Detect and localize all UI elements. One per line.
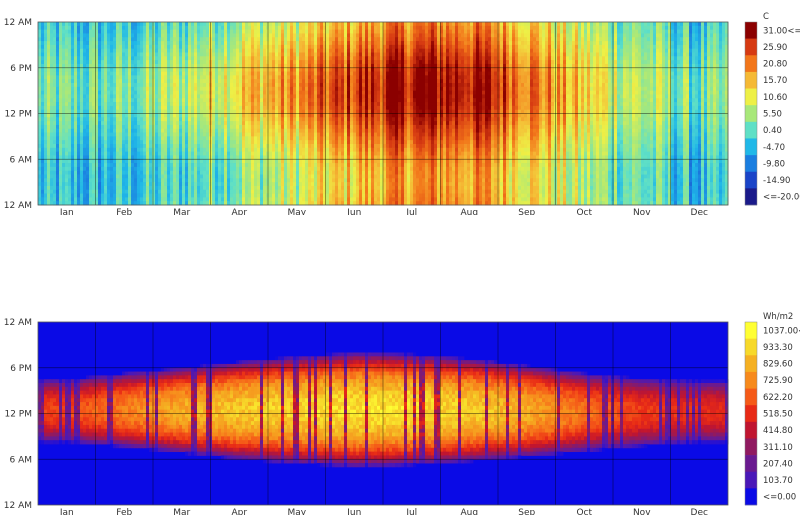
x-tick-label: Jun: [346, 208, 361, 215]
legend-label: <=0.00: [763, 493, 796, 503]
radiation-heatmap-panel: 12 AM 6 PM 12 PM 6 AM 12 AM Jan Feb Mar Apr May Ju…: [0, 300, 800, 518]
y-tick-label: 12 PM: [4, 410, 32, 420]
grid-lines: [38, 22, 728, 205]
legend-label: 10.60: [763, 93, 787, 103]
legend-swatch: [745, 22, 757, 39]
legend-swatch: [745, 388, 757, 406]
legend-swatch: [745, 322, 757, 339]
legend-label: -9.80: [763, 159, 785, 169]
x-tick-label: Jan: [59, 208, 74, 215]
x-tick-label: Dec: [691, 508, 708, 515]
legend-label: 103.70: [763, 476, 793, 486]
x-tick-label: Mar: [173, 508, 190, 515]
grid-lines: [38, 322, 728, 505]
x-tick-label: May: [287, 508, 306, 515]
legend-label: -4.70: [763, 143, 785, 153]
legend-swatch: [745, 71, 757, 89]
heatmap-cells: [38, 352, 729, 468]
x-tick-label: Sep: [518, 508, 535, 515]
legend-label: -14.90: [763, 176, 790, 186]
legend-swatch: [745, 338, 757, 356]
legend-swatch: [745, 471, 757, 489]
legend-label: 20.80: [763, 60, 787, 70]
x-tick-label: Feb: [116, 208, 132, 215]
legend-label: 829.60: [763, 360, 793, 370]
x-tick-label: Jan: [59, 508, 74, 515]
y-tick-label: 12 AM: [4, 318, 32, 328]
x-tick-label: Feb: [116, 508, 132, 515]
y-tick-label: 12 AM: [4, 18, 32, 28]
legend-label: 1037.00<=: [763, 326, 800, 336]
heatmap-cells: [38, 22, 729, 206]
legend-swatch: [745, 88, 757, 106]
legend-label: 933.30: [763, 343, 793, 353]
legend-swatch: [745, 438, 757, 456]
legend-label: 311.10: [763, 443, 793, 453]
x-tick-label: Jul: [405, 208, 417, 215]
y-tick-label: 12 AM: [4, 501, 32, 511]
legend-swatch: [745, 371, 757, 389]
legend-label: 207.40: [763, 459, 793, 469]
legend-swatch: [745, 121, 757, 139]
x-tick-label: Nov: [633, 508, 651, 515]
radiation-heatmap: 12 AM 6 PM 12 PM 6 AM 12 AM Jan Feb Mar Apr May Ju…: [4, 312, 800, 518]
x-tick-label: Apr: [231, 208, 247, 215]
color-legend: C 31.00<= 25.90 20.80 15.70 10.60 5.50 0.40 -4.7…: [744, 12, 800, 206]
legend-label: 0.40: [763, 126, 782, 136]
y-tick-label: 6 AM: [9, 155, 32, 165]
x-tick-label: Jul: [405, 508, 417, 515]
x-tick-label: Apr: [231, 508, 247, 515]
legend-swatch: [745, 455, 757, 473]
legend-swatch: [745, 38, 757, 56]
x-tick-label: Oct: [576, 208, 592, 215]
legend-swatch: [745, 171, 757, 189]
legend-label: 622.20: [763, 393, 793, 403]
color-legend: Wh/m2 1037.00<= 933.30 829.60 725.90 622.20 51…: [744, 312, 800, 506]
y-tick-label: 12 PM: [4, 110, 32, 120]
x-tick-label: Oct: [576, 508, 592, 515]
legend-swatch: [745, 488, 757, 506]
legend-swatch: [745, 355, 757, 373]
temperature-heatmap: 12 AM 6 PM 12 PM 6 AM 12 AM Jan Feb Mar Apr May Ju…: [4, 12, 800, 218]
legend-unit: Wh/m2: [763, 312, 793, 322]
x-tick-label: May: [287, 208, 306, 215]
x-tick-label: Jun: [346, 508, 361, 515]
legend-swatch: [745, 405, 757, 423]
legend-swatch: [745, 188, 757, 206]
y-tick-label: 6 PM: [10, 364, 32, 374]
legend-label: 25.90: [763, 43, 787, 53]
legend-swatch: [745, 421, 757, 439]
y-tick-label: 6 PM: [10, 64, 32, 74]
plot-frame: [37, 21, 729, 206]
x-tick-label: Dec: [691, 208, 708, 215]
y-tick-label: 12 AM: [4, 201, 32, 211]
legend-label: 518.50: [763, 410, 793, 420]
legend-label: 414.80: [763, 426, 793, 436]
x-tick-label: Sep: [518, 208, 535, 215]
x-tick-label: Nov: [633, 208, 651, 215]
legend-unit: C: [763, 12, 769, 22]
legend-label: 5.50: [763, 110, 782, 120]
x-tick-label: Aug: [460, 508, 478, 515]
legend-label: <=-20.00: [763, 193, 800, 203]
legend-label: 31.00<=: [763, 26, 800, 36]
x-tick-label: Aug: [460, 208, 478, 215]
legend-swatch: [745, 138, 757, 156]
legend-swatch: [745, 155, 757, 173]
y-tick-label: 6 AM: [9, 455, 32, 465]
temperature-heatmap-panel: 12 AM 6 PM 12 PM 6 AM 12 AM Jan Feb Mar Apr May Ju…: [0, 0, 800, 218]
legend-swatch: [745, 105, 757, 123]
legend-swatch: [745, 55, 757, 73]
legend-label: 725.90: [763, 376, 793, 386]
x-tick-label: Mar: [173, 208, 190, 215]
plot-frame: [37, 321, 729, 506]
legend-label: 15.70: [763, 76, 787, 86]
